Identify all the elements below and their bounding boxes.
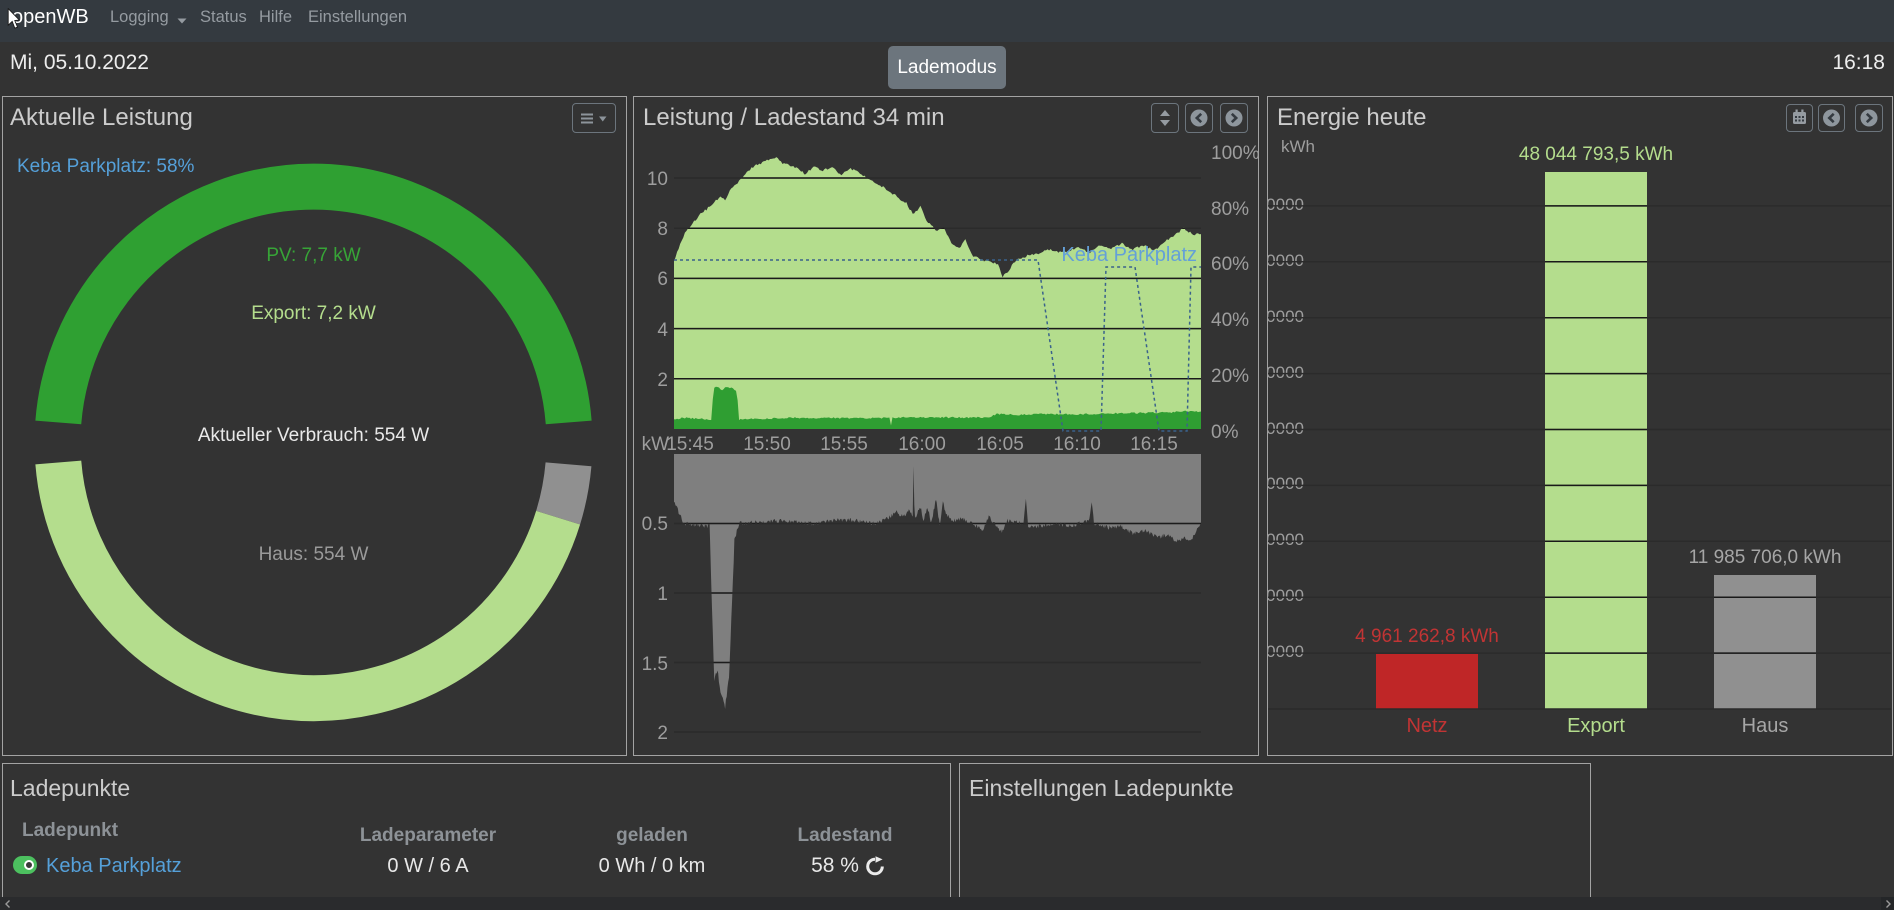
svg-text:60%: 60%	[1211, 254, 1249, 275]
svg-text:4: 4	[657, 320, 668, 341]
svg-text:Haus: 554 W: Haus: 554 W	[259, 544, 369, 565]
svg-text:20%: 20%	[1211, 366, 1249, 387]
svg-text:10: 10	[647, 169, 668, 190]
svg-text:15:55: 15:55	[820, 434, 868, 455]
svg-text:0.5: 0.5	[642, 514, 668, 535]
svg-text:Aktueller Verbrauch: 554 W: Aktueller Verbrauch: 554 W	[198, 425, 429, 446]
svg-text:15:50: 15:50	[743, 434, 791, 455]
svg-text:Keba Parkplatz: Keba Parkplatz	[1061, 244, 1197, 266]
svg-text:2: 2	[657, 370, 668, 391]
svg-text:15:45: 15:45	[666, 434, 714, 455]
svg-text:16:05: 16:05	[976, 434, 1024, 455]
svg-text:6: 6	[657, 269, 668, 290]
svg-text:kW: kW	[642, 434, 670, 455]
svg-text:16:00: 16:00	[898, 434, 946, 455]
svg-text:1: 1	[657, 584, 668, 605]
svg-text:100%: 100%	[1211, 143, 1258, 164]
svg-text:0%: 0%	[1211, 422, 1239, 443]
svg-text:PV: 7,7 kW: PV: 7,7 kW	[266, 245, 360, 266]
svg-text:16:10: 16:10	[1053, 434, 1101, 455]
svg-text:16:15: 16:15	[1130, 434, 1178, 455]
svg-text:Export: 7,2 kW: Export: 7,2 kW	[251, 303, 376, 324]
svg-text:1.5: 1.5	[642, 654, 668, 675]
svg-text:40%: 40%	[1211, 310, 1249, 331]
svg-text:8: 8	[657, 219, 668, 240]
svg-text:80%: 80%	[1211, 199, 1249, 220]
svg-text:2: 2	[657, 723, 668, 744]
